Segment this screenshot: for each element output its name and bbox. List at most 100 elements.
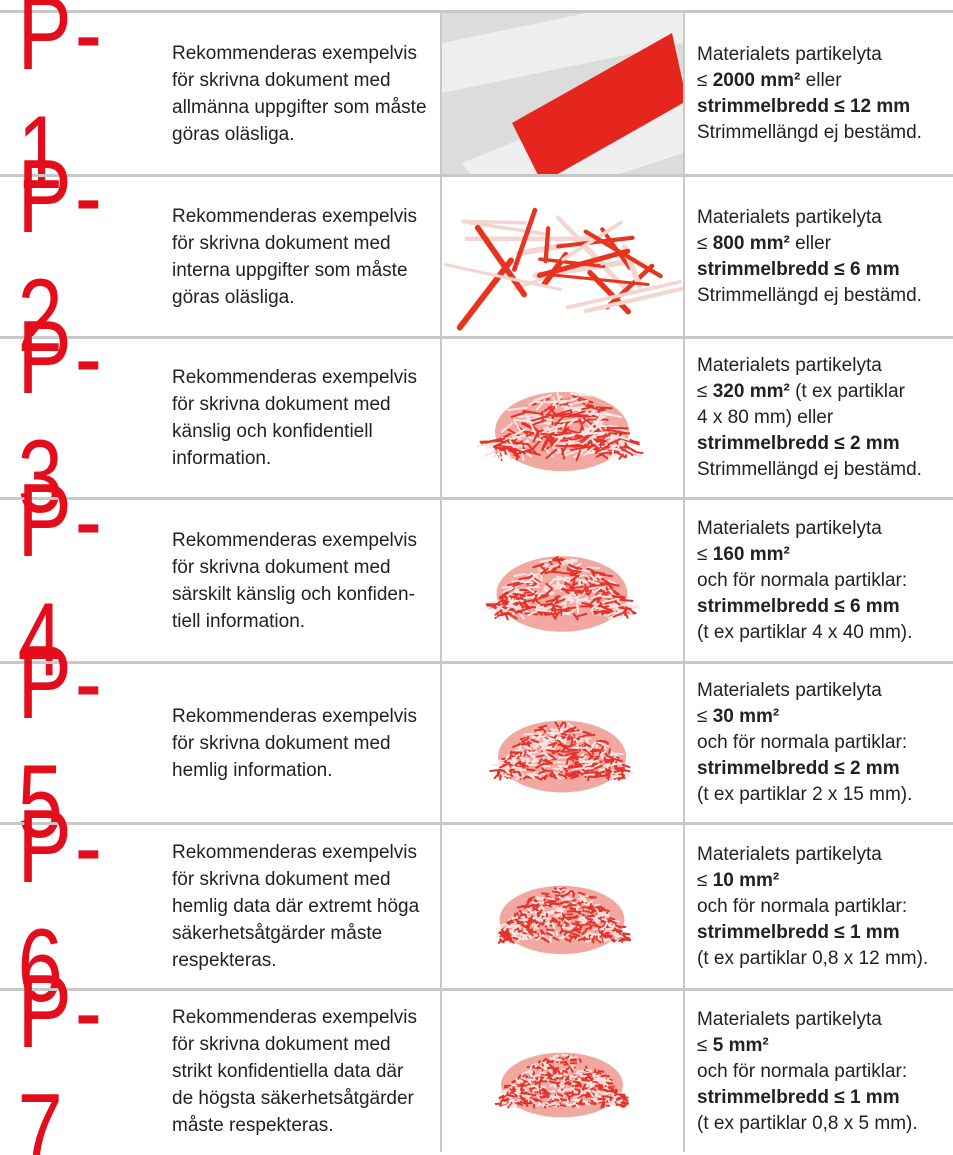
description: Rekommenderas exempelvis för skrivna doku… bbox=[172, 664, 437, 822]
shred-image bbox=[440, 339, 685, 497]
shred-illustration bbox=[495, 885, 632, 955]
specification: Materialets partikelyta ≤ 30 mm² och för n… bbox=[697, 664, 953, 822]
spec-text: ≤ bbox=[697, 543, 713, 565]
spec-line: ≤ 320 mm² (t ex partiklar bbox=[697, 379, 953, 405]
spec-line: strimmelbredd ≤ 2 mm bbox=[697, 756, 953, 782]
spec-text: Materialets partikelyta bbox=[697, 206, 882, 228]
spec-bold: strimmelbredd ≤ 2 mm bbox=[697, 758, 900, 779]
spec-line: strimmelbredd ≤ 12 mm bbox=[697, 94, 953, 120]
spec-text: och för normala partiklar: bbox=[697, 732, 908, 753]
shred-image bbox=[440, 177, 698, 336]
spec-bold: 160 mm² bbox=[712, 543, 790, 565]
spec-bold: 320 mm² bbox=[712, 381, 790, 402]
description-line: göras oläsliga. bbox=[172, 123, 295, 145]
spec-text: ≤ bbox=[697, 381, 713, 402]
spec-text: och för normala partiklar: bbox=[697, 569, 908, 591]
spec-line: strimmelbredd ≤ 1 mm bbox=[697, 920, 953, 946]
spec-line: strimmelbredd ≤ 1 mm bbox=[697, 1085, 953, 1111]
spec-text: ≤ bbox=[697, 869, 713, 891]
shred-illustration bbox=[489, 720, 634, 793]
description: Rekommenderas exempelvis för skrivna doku… bbox=[172, 13, 437, 174]
description-line: Rekommenderas exempelvis bbox=[172, 842, 417, 863]
spec-line: ≤ 30 mm² bbox=[697, 704, 953, 730]
shred-illustration bbox=[494, 1052, 630, 1118]
description-line: göras oläsliga. bbox=[172, 286, 295, 308]
shred-image bbox=[440, 0, 685, 213]
description-line: för skrivna dokument med bbox=[172, 1034, 391, 1055]
spec-line: strimmelbredd ≤ 6 mm bbox=[697, 594, 953, 620]
shred-illustration bbox=[476, 391, 644, 472]
table-row: P-1 Rekommenderas exempelvis för skrivna d… bbox=[0, 0, 953, 213]
description-line: Rekommenderas exempelvis bbox=[172, 42, 417, 64]
shred-image bbox=[440, 664, 685, 822]
spec-line: Materialets partikelyta bbox=[697, 42, 953, 68]
spec-text: och för normala partiklar: bbox=[697, 1060, 908, 1082]
spec-line: ≤ 2000 mm² eller bbox=[697, 68, 953, 94]
spec-bold: strimmelbredd ≤ 2 mm bbox=[697, 433, 900, 454]
table-row: P-3 Rekommenderas exempelvis för skrivna d… bbox=[0, 300, 953, 535]
spec-line: Materialets partikelyta bbox=[697, 205, 953, 231]
description-line: för skrivna dokument med bbox=[172, 232, 391, 254]
spec-text: Strimmellängd ej bestämd. bbox=[697, 284, 922, 306]
spec-bold: strimmelbredd ≤ 1 mm bbox=[697, 921, 900, 943]
description-line: de högsta säkerhetsåtgärder bbox=[172, 1088, 414, 1109]
spec-text: (t ex partiklar 2 x 15 mm). bbox=[697, 784, 913, 805]
spec-line: Materialets partikelyta bbox=[697, 842, 953, 868]
security-level: P-1 bbox=[17, 0, 105, 211]
spec-bold: strimmelbredd ≤ 6 mm bbox=[697, 258, 900, 280]
description-line: säkerhetsåtgärder måste bbox=[172, 923, 383, 944]
security-level: P-7 bbox=[17, 953, 105, 1155]
spec-line: ≤ 10 mm² bbox=[697, 868, 953, 894]
spec-bold: 30 mm² bbox=[712, 706, 780, 727]
specification: Materialets partikelyta ≤ 320 mm² (t ex p… bbox=[697, 339, 953, 497]
spec-text: ≤ bbox=[697, 232, 713, 254]
spec-line: ≤ 160 mm² bbox=[697, 542, 953, 568]
spec-line: Materialets partikelyta bbox=[697, 516, 953, 542]
spec-line: (t ex partiklar 4 x 40 mm). bbox=[697, 620, 953, 646]
spec-text: ≤ bbox=[697, 706, 713, 727]
description-line: allmänna uppgifter som måste bbox=[172, 96, 427, 118]
spec-line: (t ex partiklar 2 x 15 mm). bbox=[697, 782, 953, 808]
description-line: för skrivna dokument med bbox=[172, 869, 391, 890]
spec-bold: strimmelbredd ≤ 12 mm bbox=[697, 95, 911, 117]
spec-line: Materialets partikelyta bbox=[697, 1007, 953, 1033]
shred-illustration bbox=[442, 0, 683, 213]
description-line: särskilt känslig och konfiden- bbox=[172, 583, 415, 605]
description-line: Rekommenderas exempelvis bbox=[172, 529, 417, 551]
spec-text: ≤ bbox=[697, 1034, 713, 1056]
description: Rekommenderas exempelvis för skrivna doku… bbox=[172, 991, 437, 1152]
spec-line: Strimmellängd ej bestämd. bbox=[697, 457, 953, 483]
specification: Materialets partikelyta ≤ 160 mm² och för … bbox=[697, 500, 953, 661]
table-row: P-5 Rekommenderas exempelvis för skrivna d… bbox=[0, 625, 953, 860]
spec-text: Materialets partikelyta bbox=[697, 517, 882, 539]
spec-text: (t ex partiklar 0,8 x 12 mm). bbox=[697, 947, 929, 969]
spec-line: Strimmellängd ej bestämd. bbox=[697, 120, 953, 146]
specification: Materialets partikelyta ≤ 800 mm² eller st… bbox=[697, 177, 953, 336]
spec-text: ≤ bbox=[697, 69, 713, 91]
spec-bold: 2000 mm² bbox=[712, 69, 801, 91]
spec-bold: 800 mm² bbox=[712, 232, 790, 254]
description-line: för skrivna dokument med bbox=[172, 556, 391, 578]
spec-text: eller bbox=[789, 232, 832, 254]
spec-text: (t ex partiklar 0,8 x 5 mm). bbox=[697, 1112, 918, 1134]
description-line: interna uppgifter som måste bbox=[172, 259, 408, 281]
spec-bold: strimmelbredd ≤ 1 mm bbox=[697, 1086, 900, 1108]
spec-text: Materialets partikelyta bbox=[697, 680, 882, 701]
description-line: måste respekteras. bbox=[172, 1115, 334, 1136]
description-line: hemlig information. bbox=[172, 759, 333, 781]
spec-text: och för normala partiklar: bbox=[697, 895, 908, 917]
spec-text: (t ex partiklar 4 x 40 mm). bbox=[697, 621, 913, 643]
shred-image bbox=[440, 991, 685, 1152]
spec-text: Materialets partikelyta bbox=[697, 843, 882, 865]
security-level: P-2 bbox=[17, 138, 105, 374]
description-line: hemlig data där extremt höga bbox=[172, 896, 420, 917]
description-line: Rekommenderas exempelvis bbox=[172, 367, 417, 388]
specification: Materialets partikelyta ≤ 2000 mm² eller s… bbox=[697, 13, 953, 174]
spec-text: (t ex partiklar bbox=[789, 381, 905, 402]
spec-bold: 10 mm² bbox=[712, 869, 780, 891]
spec-text: Materialets partikelyta bbox=[697, 43, 882, 65]
spec-text: Strimmellängd ej bestämd. bbox=[697, 459, 922, 480]
specification: Materialets partikelyta ≤ 5 mm² och för no… bbox=[697, 991, 953, 1152]
table-row: P-4 Rekommenderas exempelvis för skrivna d… bbox=[0, 463, 953, 698]
